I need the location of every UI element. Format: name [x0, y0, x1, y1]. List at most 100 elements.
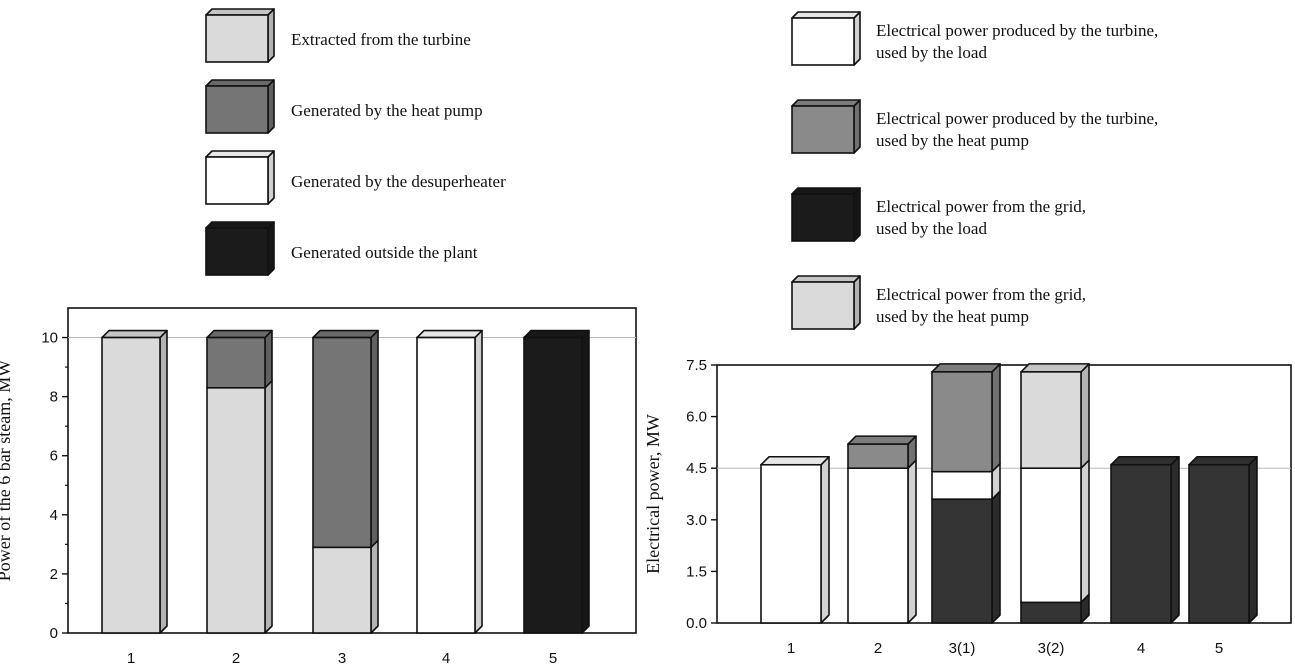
bar-5-segment-4: [523, 329, 590, 634]
legend-left-swatch-1: [205, 8, 275, 63]
bar-4-segment-2-front: [1020, 467, 1082, 604]
bar-3-segment-1: [312, 539, 379, 634]
bar-1-segment-2-side: [820, 455, 830, 624]
bar-2-segment-1-front: [206, 386, 266, 634]
bar-5-segment-1-front: [1110, 463, 1172, 624]
bar-3-segment-1-side: [991, 490, 1001, 624]
electrical-power-chart: 0.0 1.5 3.0 4.5 6.0 7.5 1 2 3(1) 3(2) 4 5 Electrical…: [643, 357, 1292, 657]
x-tick-label-5: 5: [549, 650, 557, 666]
legend-left-swatch-4-side: [267, 221, 275, 276]
y-tick-label-3: 3.0: [686, 512, 707, 529]
legend-right-swatch-3-front: [791, 193, 855, 242]
bar-5-segment-1: [1110, 455, 1180, 624]
bar-3-segment-3-side: [991, 363, 1001, 473]
legend-left-swatch-3-front: [205, 156, 269, 205]
bar-5-segment-4-front: [523, 336, 583, 634]
bar-3-segment-1-front: [931, 498, 993, 624]
legend-right-swatch-1: [791, 11, 861, 66]
legend-right-swatch-2: [791, 99, 861, 154]
bar-2-segment-2: [206, 329, 273, 389]
bar-1-segment-2: [760, 455, 830, 624]
legend-right-label-3-line-1: Electrical power from the grid,: [876, 197, 1086, 216]
bar-5-segment-1-top: [1110, 455, 1180, 466]
bar-4-segment-3-top: [416, 329, 483, 339]
legend-right-swatch-1-front: [791, 17, 855, 66]
bar-4-segment-4: [1020, 363, 1090, 470]
y-tick-label-6: 10: [41, 330, 58, 347]
bar-3-segment-3: [931, 363, 1001, 473]
bar-2-segment-1: [206, 379, 273, 634]
legend-right-swatch-2-top: [791, 99, 861, 107]
legend-left-swatch-2-side: [267, 79, 275, 134]
legend-right-swatch-4-top: [791, 275, 861, 283]
legend-left-label-4: Generated outside the plant: [291, 243, 478, 262]
legend-right-label-3-line-2: used by the load: [876, 219, 987, 238]
y-tick-label-5: 6.0: [686, 409, 707, 426]
bar-2-segment-3: [847, 435, 917, 470]
x-tick-label-2: 2: [232, 650, 240, 666]
legend-left-swatch-1-front: [205, 14, 269, 63]
legend-left-swatch-3-side: [267, 150, 275, 205]
bar-6-segment-1-side: [1248, 455, 1258, 624]
legend-left-swatch-2-top: [205, 79, 275, 87]
x-tick-label-4: 3(2): [1038, 640, 1065, 657]
bar-4-segment-4-top: [1020, 363, 1090, 373]
y-tick-label-5: 8: [50, 389, 58, 406]
legend-left-label-1: Extracted from the turbine: [291, 30, 471, 49]
y-tick-label-3: 4: [50, 507, 58, 524]
x-tick-label-1: 1: [787, 640, 795, 657]
legend-right-label-1-line-1: Electrical power produced by the turbine…: [876, 21, 1158, 40]
bar-2-segment-1-side: [264, 379, 273, 634]
bar-2-segment-3-top: [847, 435, 917, 445]
legend-left-swatch-4: [205, 221, 275, 276]
y-tick-label-4: 6: [50, 448, 58, 465]
y-axis-title: Electrical power, MW: [643, 414, 663, 574]
bar-4-segment-3: [416, 329, 483, 634]
bar-3-segment-1-front: [312, 546, 372, 634]
bar-3-segment-1-side: [370, 539, 379, 634]
legend-left-swatch-1-top: [205, 8, 275, 16]
legend-right-swatch-3: [791, 187, 861, 242]
legend-right-label-2-line-2: used by the heat pump: [876, 131, 1029, 150]
legend-left-label-3: Generated by the desuperheater: [291, 172, 506, 191]
y-tick-label-1: 0: [50, 625, 58, 642]
bar-3-segment-3-front: [931, 371, 993, 473]
y-tick-label-6: 7.5: [686, 357, 707, 374]
legend-right-swatch-4-front: [791, 281, 855, 330]
legend-right-swatch-2-side: [853, 99, 861, 154]
bar-5-segment-4-side: [581, 329, 590, 634]
y-axis-title: Power of the 6 bar steam, MW: [0, 360, 14, 581]
legend-right-swatch-4-side: [853, 275, 861, 330]
x-tick-label-4: 4: [442, 650, 450, 666]
bar-3-segment-1: [931, 490, 1001, 624]
bar-5-segment-4-top: [523, 329, 590, 339]
legend-right-swatch-3-side: [853, 187, 861, 242]
bar-1-segment-1: [101, 329, 168, 634]
x-tick-label-2: 2: [874, 640, 882, 657]
legend-left-swatch-4-front: [205, 227, 269, 276]
bar-1-segment-1-side: [159, 329, 168, 634]
bar-2-segment-2-side: [907, 459, 917, 624]
bar-3-segment-2: [312, 329, 379, 549]
x-tick-label-5: 4: [1137, 640, 1145, 657]
x-tick-label-6: 5: [1215, 640, 1223, 657]
bar-6-segment-1-top: [1188, 455, 1258, 466]
legend-left-swatch-2: [205, 79, 275, 134]
x-tick-label-3: 3(1): [949, 640, 976, 657]
bar-2-segment-2: [847, 459, 917, 624]
y-tick-label-2: 1.5: [686, 563, 707, 580]
legend-left-swatch-1-side: [267, 8, 275, 63]
x-tick-label-1: 1: [127, 650, 135, 666]
legend-left-swatch-4-top: [205, 221, 275, 229]
bar-2-segment-3-front: [847, 443, 909, 469]
legend-steam-sources: Extracted from the turbine Generated by t…: [205, 8, 506, 276]
bar-2-segment-2-front: [206, 336, 266, 389]
bar-6-segment-1-front: [1188, 463, 1250, 624]
bar-4-segment-4-front: [1020, 371, 1082, 470]
legend-right-label-4-line-2: used by the heat pump: [876, 307, 1029, 326]
bar-1-segment-2-front: [760, 463, 822, 624]
legend-left-swatch-3: [205, 150, 275, 205]
y-tick-label-4: 4.5: [686, 460, 707, 477]
legend-left-swatch-3-top: [205, 150, 275, 158]
